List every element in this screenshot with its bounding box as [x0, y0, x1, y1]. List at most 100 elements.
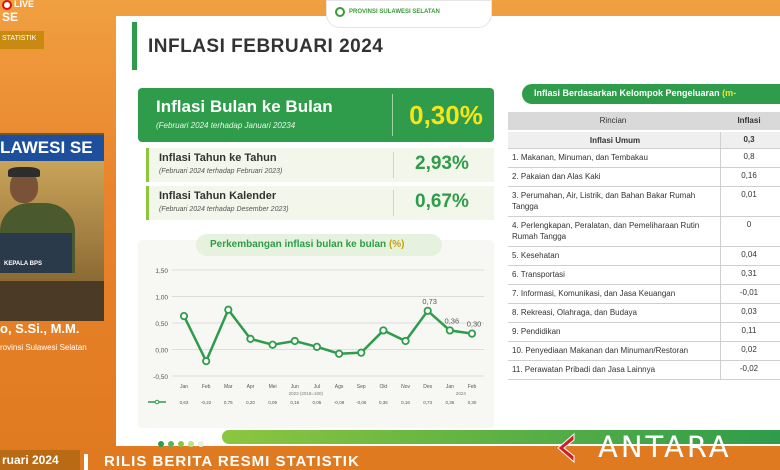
- row-separator: [720, 342, 721, 360]
- x-tick-label: Mei: [269, 384, 277, 390]
- table-row-umum: Inflasi Umum 0,3: [508, 132, 780, 149]
- row-label: 5. Kesehatan: [512, 251, 560, 260]
- data-label: 0,30: [467, 320, 482, 329]
- table-row: 9. Pendidikan 0,11: [508, 323, 780, 342]
- row-label: 4. Perlengkapan, Peralatan, dan Pemeliha…: [512, 221, 700, 241]
- data-label: 0,73: [422, 297, 437, 306]
- kpi-yoy-title: Inflasi Tahun ke Tahun: [159, 152, 277, 164]
- table-row: 7. Informasi, Komunikasi, dan Jasa Keuan…: [508, 285, 780, 304]
- series-line: [182, 307, 473, 365]
- chart-title-text: Perkembangan inflasi bulan ke bulan: [210, 239, 387, 250]
- table-value-label: 0,05: [313, 400, 322, 405]
- kpi-yoy-value: 2,93%: [415, 153, 469, 174]
- row-label: 6. Transportasi: [512, 270, 565, 279]
- table-row: 8. Rekreasi, Olahraga, dan Budaya 0,03: [508, 304, 780, 323]
- data-point: [268, 340, 277, 349]
- kpi-mtm-title: Inflasi Bulan ke Bulan: [156, 97, 333, 116]
- row-label: Inflasi Umum: [589, 136, 641, 145]
- presenter-video: LAWESI SE KEPALA BPS: [0, 133, 104, 321]
- row-separator: [720, 323, 721, 341]
- slide-footer-bar: [222, 430, 780, 444]
- data-point: [179, 312, 189, 321]
- video-floor: [0, 281, 104, 321]
- data-point: [401, 336, 410, 346]
- table-row: 11. Perawatan Pribadi dan Jasa Lainnya -0…: [508, 361, 780, 380]
- data-point: [246, 334, 255, 344]
- live-dot-icon: [2, 0, 12, 10]
- ticker-divider: [84, 454, 88, 470]
- bps-logo-icon: [335, 7, 345, 17]
- row-label: 9. Pendidikan: [512, 327, 561, 336]
- row-label: 2. Pakaian dan Alas Kaki: [512, 172, 601, 181]
- row-separator: [720, 217, 721, 246]
- pager-dot: [158, 441, 164, 447]
- table-value-label: 0,63: [180, 400, 189, 405]
- data-point: [312, 342, 322, 351]
- row-separator: [720, 304, 721, 322]
- x-tick-label: Jun: [291, 384, 299, 390]
- se-label: SE: [2, 10, 19, 24]
- row-value: 0,31: [741, 269, 757, 278]
- y-tick-label: 0,00: [155, 348, 168, 355]
- row-value: 0,01: [741, 190, 757, 199]
- row-separator: [720, 285, 721, 303]
- presenter-cap: [8, 167, 40, 177]
- table-value-label: 0,09: [268, 400, 277, 405]
- x-tick-label: Ags: [335, 384, 344, 390]
- row-separator: [720, 266, 721, 284]
- data-point: [290, 336, 299, 346]
- presenter-name: o, S.Si., M.M.: [0, 321, 80, 336]
- legend-marker: [154, 399, 160, 405]
- table-row: 3. Perumahan, Air, Listrik, dan Bahan Ba…: [508, 187, 780, 217]
- watermark-text: ANTARA: [598, 430, 732, 464]
- pager-dot: [188, 441, 194, 447]
- x-tick-label: Jan: [180, 384, 188, 390]
- pager-dot: [198, 441, 204, 447]
- pager-dot: [178, 441, 184, 447]
- kpi-ytd-card: Inflasi Tahun Kalender (Februari 2024 te…: [146, 186, 494, 220]
- y-tick-label: -0,50: [153, 374, 168, 381]
- row-separator: [720, 247, 721, 265]
- row-label: 11. Perawatan Pribadi dan Jasa Lainnya: [512, 365, 656, 374]
- table-value-label: 0,30: [468, 400, 477, 405]
- statistik-chip: STATISTIK: [0, 31, 44, 49]
- bps-logo: PROVINSI SULAWESI SELATAN: [326, 0, 492, 28]
- table-row: 4. Perlengkapan, Peralatan, dan Pemeliha…: [508, 217, 780, 247]
- table-title-pill: Inflasi Berdasarkan Kelompok Pengeluaran…: [522, 84, 780, 104]
- podium-label: KEPALA BPS: [4, 261, 43, 267]
- data-point: [334, 349, 344, 358]
- data-point: [423, 306, 432, 315]
- x-tick-label: Des: [423, 384, 432, 390]
- kpi-mtm-card: Inflasi Bulan ke Bulan (Februari 2024 te…: [138, 88, 494, 142]
- data-point: [379, 326, 388, 335]
- logo-text: PROVINSI SULAWESI SELATAN: [349, 9, 440, 15]
- table-title: Inflasi Berdasarkan Kelompok Pengeluaran…: [534, 88, 736, 98]
- table-title-cut: (m-: [719, 88, 737, 98]
- row-value: 0: [746, 220, 752, 229]
- data-point: [224, 305, 233, 314]
- kpi-mtm-value: 0,30%: [404, 97, 488, 133]
- row-value: 0,02: [741, 345, 757, 354]
- x-group-label: 2024: [456, 391, 467, 396]
- row-separator: [720, 132, 721, 148]
- y-tick-label: 1,00: [155, 295, 168, 302]
- kpi-ytd-subtitle: (Februari 2024 terhadap Desember 2023): [159, 206, 289, 213]
- table-value-label: 0,36: [445, 400, 454, 405]
- table-value-label: 0,36: [379, 400, 388, 405]
- data-point: [467, 329, 477, 338]
- row-label: 7. Informasi, Komunikasi, dan Jasa Keuan…: [512, 289, 676, 298]
- row-label: 8. Rekreasi, Olahraga, dan Budaya: [512, 308, 637, 317]
- antara-logo-icon: [557, 432, 575, 464]
- kpi-yoy-card: Inflasi Tahun ke Tahun (Februari 2024 te…: [146, 148, 494, 182]
- kpi-mtm-subtitle: (Februari 2024 terhadap Januari 20234: [156, 121, 296, 130]
- news-ticker: ruari 2024 RILIS BERITA RESMI STATISTIK: [0, 448, 780, 470]
- table-row: 10. Penyediaan Makanan dan Minuman/Resto…: [508, 342, 780, 361]
- table-value-label: 0,16: [290, 400, 299, 405]
- y-tick-label: 1,50: [155, 268, 168, 275]
- row-value: -0,02: [739, 364, 759, 373]
- table-value-label: -0,06: [356, 400, 367, 405]
- table-value-label: -0,22: [201, 400, 212, 405]
- row-value: 0,11: [741, 326, 757, 335]
- data-point: [202, 357, 211, 366]
- slide-pager: [158, 434, 208, 452]
